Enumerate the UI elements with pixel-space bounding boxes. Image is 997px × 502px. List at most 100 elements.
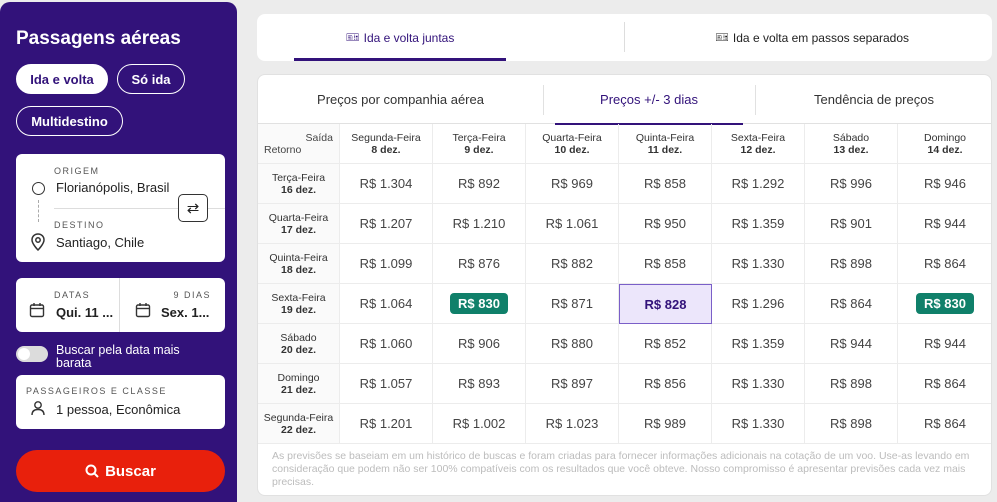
price-cell[interactable]: R$ 1.207 [340, 204, 433, 244]
price-cell[interactable]: R$ 1.201 [340, 404, 433, 444]
price-cell[interactable]: R$ 852 [619, 324, 712, 364]
cheapest-date-toggle[interactable] [16, 346, 48, 362]
tab-divider [624, 22, 625, 52]
price-cell[interactable]: R$ 1.002 [433, 404, 526, 444]
price-cell[interactable]: R$ 1.330 [712, 244, 805, 284]
price-cell[interactable]: R$ 1.057 [340, 364, 433, 404]
price-cell[interactable]: R$ 944 [898, 324, 991, 364]
price-value: R$ 880 [551, 336, 593, 351]
price-cell[interactable]: R$ 882 [526, 244, 619, 284]
price-cell[interactable]: R$ 864 [898, 364, 991, 404]
origin-value: Florianópolis, Brasil [56, 180, 170, 195]
price-cell[interactable]: R$ 1.304 [340, 164, 433, 204]
corner-departure-label: Saída [305, 131, 333, 144]
ticket-icon: 🎫︎ [345, 32, 360, 44]
departure-date-header: Domingo 14 dez. [898, 124, 991, 164]
row-day: Segunda-Feira [263, 411, 334, 424]
price-value: R$ 1.060 [359, 336, 413, 351]
price-cell[interactable]: R$ 1.210 [433, 204, 526, 244]
price-cell[interactable]: R$ 830 [898, 284, 991, 324]
route-card: ORIGEM Florianópolis, Brasil DESTINO San… [16, 154, 225, 262]
price-cell[interactable]: R$ 989 [619, 404, 712, 444]
price-cell[interactable]: R$ 876 [433, 244, 526, 284]
price-cell[interactable]: R$ 969 [526, 164, 619, 204]
return-date-header: Segunda-Feira 22 dez. [258, 404, 340, 444]
price-cell[interactable]: R$ 1.359 [712, 324, 805, 364]
row-date: 17 dez. [280, 223, 317, 236]
departure-date-field[interactable]: DATAS Qui. 11 ... [16, 278, 120, 332]
tab-prices-by-airline[interactable]: Preços por companhia aérea [317, 92, 484, 107]
price-cell[interactable]: R$ 1.292 [712, 164, 805, 204]
price-cell[interactable]: R$ 1.060 [340, 324, 433, 364]
price-value: R$ 871 [551, 296, 593, 311]
price-value: R$ 892 [458, 176, 500, 191]
passengers-field[interactable]: PASSAGEIROS E CLASSE 1 pessoa, Econômica [16, 375, 225, 429]
trip-type-one-way[interactable]: Só ida [117, 64, 185, 94]
price-cell[interactable]: R$ 1.064 [340, 284, 433, 324]
tab-prices-plus-minus-3-days[interactable]: Preços +/- 3 dias [543, 75, 755, 125]
price-cell[interactable]: R$ 1.330 [712, 364, 805, 404]
price-cell[interactable]: R$ 830 [433, 284, 526, 324]
return-date-header: Sexta-Feira 19 dez. [258, 284, 340, 324]
return-date-header: Sábado 20 dez. [258, 324, 340, 364]
price-cell[interactable]: R$ 1.359 [712, 204, 805, 244]
price-cell[interactable]: R$ 858 [619, 164, 712, 204]
price-cell[interactable]: R$ 864 [898, 404, 991, 444]
dates-card: DATAS Qui. 11 ... 9 DIAS Sex. 1... [16, 278, 225, 332]
price-cell-selected[interactable]: R$ 828 [619, 284, 712, 324]
tab-round-trip-together[interactable]: 🎫︎ Ida e volta juntas [294, 14, 506, 61]
price-cell[interactable]: R$ 1.296 [712, 284, 805, 324]
trip-type-round-trip[interactable]: Ida e volta [16, 64, 108, 94]
price-cell[interactable]: R$ 996 [805, 164, 898, 204]
price-cell[interactable]: R$ 1.330 [712, 404, 805, 444]
price-cell[interactable]: R$ 901 [805, 204, 898, 244]
return-date-field[interactable]: 9 DIAS Sex. 1... [121, 278, 225, 332]
tab-round-trip-separate[interactable]: 🎫︎ Ida e volta em passos separados [632, 14, 992, 61]
trip-type-multi-city[interactable]: Multidestino [16, 106, 123, 136]
cheapest-date-label: Buscar pela data mais barata [56, 343, 180, 370]
row-day: Domingo [277, 371, 320, 384]
origin-field[interactable]: ORIGEM Florianópolis, Brasil [16, 154, 225, 208]
search-button[interactable]: Buscar [16, 450, 225, 492]
price-cell[interactable]: R$ 944 [898, 204, 991, 244]
tab-price-trend[interactable]: Tendência de preços [814, 92, 934, 107]
price-value: R$ 950 [644, 216, 686, 231]
price-cell[interactable]: R$ 864 [898, 244, 991, 284]
price-cell[interactable]: R$ 1.061 [526, 204, 619, 244]
price-cell[interactable]: R$ 856 [619, 364, 712, 404]
price-value: R$ 901 [830, 216, 872, 231]
price-cell[interactable]: R$ 944 [805, 324, 898, 364]
sidebar-title: Passagens aéreas [16, 28, 181, 49]
row-day: Terça-Feira [271, 171, 326, 184]
price-cell[interactable]: R$ 950 [619, 204, 712, 244]
price-cell[interactable]: R$ 858 [619, 244, 712, 284]
price-cell[interactable]: R$ 946 [898, 164, 991, 204]
price-value: R$ 1.296 [731, 296, 785, 311]
price-cell[interactable]: R$ 898 [805, 404, 898, 444]
price-cell[interactable]: R$ 897 [526, 364, 619, 404]
ticket-icon: 🎫︎ [714, 32, 729, 44]
swap-route-button[interactable]: ⇄ [178, 194, 208, 222]
departure-date-header: Quarta-Feira 10 dez. [526, 124, 619, 164]
price-value: R$ 864 [830, 296, 872, 311]
price-cell[interactable]: R$ 864 [805, 284, 898, 324]
route-connector [38, 200, 39, 222]
price-value: R$ 864 [924, 376, 966, 391]
price-value: R$ 1.210 [452, 216, 506, 231]
price-cell[interactable]: R$ 892 [433, 164, 526, 204]
price-cell[interactable]: R$ 880 [526, 324, 619, 364]
price-cell[interactable]: R$ 898 [805, 364, 898, 404]
header-date: 12 dez. [740, 143, 776, 156]
header-date: 13 dez. [833, 143, 869, 156]
departure-date-header: Quinta-Feira 11 dez. [619, 124, 712, 164]
price-cell[interactable]: R$ 906 [433, 324, 526, 364]
price-cell[interactable]: R$ 898 [805, 244, 898, 284]
price-cell[interactable]: R$ 871 [526, 284, 619, 324]
destination-field[interactable]: DESTINO Santiago, Chile [16, 208, 225, 262]
price-cell[interactable]: R$ 893 [433, 364, 526, 404]
price-cell[interactable]: R$ 1.023 [526, 404, 619, 444]
price-value: R$ 876 [458, 256, 500, 271]
price-cell[interactable]: R$ 1.099 [340, 244, 433, 284]
return-date-value: Sex. 1... [161, 305, 210, 320]
return-date-header: Quinta-Feira 18 dez. [258, 244, 340, 284]
